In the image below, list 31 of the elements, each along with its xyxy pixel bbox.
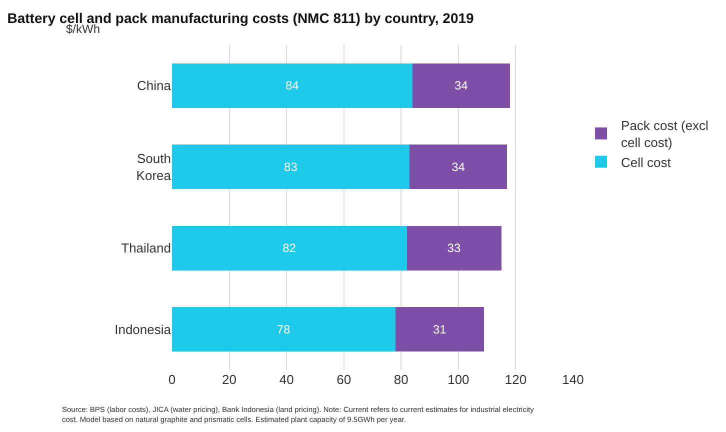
x-tick-label: 20: [222, 372, 237, 387]
bar: [412, 63, 510, 108]
bar: [172, 226, 407, 270]
bar: [406, 226, 502, 270]
bar: [172, 63, 413, 108]
x-tick-label: 60: [336, 372, 352, 387]
x-tick-label: 100: [448, 372, 470, 387]
legend-label: Pack cost (excl cell cost): [621, 118, 709, 150]
y-axis-title: $/kWh: [66, 22, 100, 36]
data-label: 34: [454, 78, 468, 93]
bar: [172, 144, 410, 190]
y-tick-label: Indonesia: [114, 322, 172, 337]
data-label: 83: [284, 160, 298, 174]
bar: [410, 144, 508, 190]
data-label: 34: [452, 160, 466, 174]
x-tick-label: 40: [279, 372, 294, 387]
x-tick-label: 140: [562, 372, 584, 387]
bar: [395, 307, 484, 352]
y-tick-label: China: [137, 78, 172, 94]
bar: [172, 307, 396, 352]
data-label: 33: [447, 241, 461, 256]
data-label: 31: [432, 322, 447, 336]
y-tick-label: South Korea: [136, 150, 172, 183]
legend-label: Cell cost: [621, 154, 672, 170]
data-label: 78: [276, 322, 291, 336]
data-label: 84: [285, 78, 300, 93]
data-label: 82: [282, 241, 296, 256]
x-tick-label: 120: [504, 372, 527, 387]
x-tick-label: 0: [168, 372, 176, 387]
x-tick-label: 80: [394, 372, 408, 387]
y-tick-label: Thailand: [121, 240, 171, 256]
